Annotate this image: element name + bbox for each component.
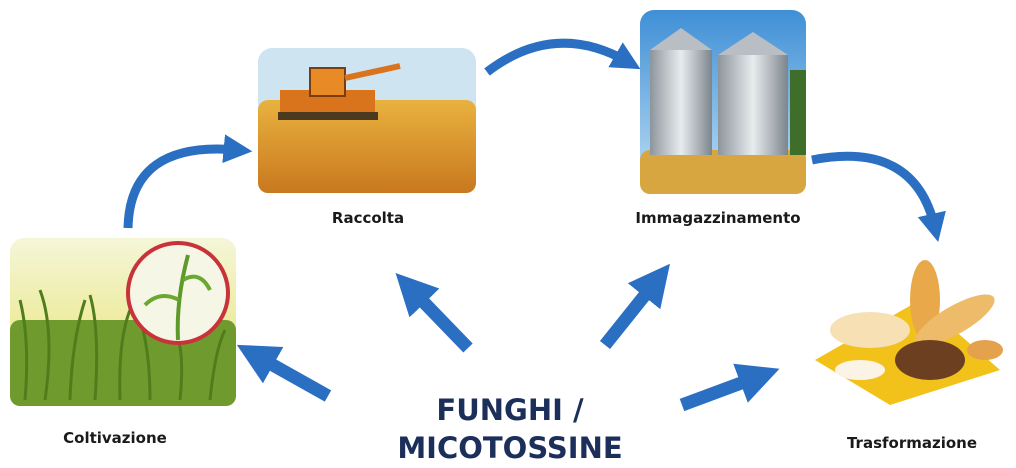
arrows [128, 43, 935, 405]
cultivation-image [10, 238, 236, 406]
node-label: Immagazzinamento [635, 209, 800, 227]
storage-image [640, 10, 806, 194]
center-title: MICOTOSSINE [397, 431, 622, 465]
diagram: Coltivazione Raccolta Immagazzinamento T… [0, 0, 1016, 468]
node-label: Coltivazione [63, 429, 167, 447]
node-label: Raccolta [332, 209, 404, 227]
page: Coltivazione Raccolta Immagazzinamento T… [0, 0, 1016, 468]
harvest-image [258, 48, 476, 193]
node-label: Trasformazione [847, 434, 977, 452]
center-title: FUNGHI / [436, 393, 584, 427]
processing-image [815, 260, 1003, 405]
